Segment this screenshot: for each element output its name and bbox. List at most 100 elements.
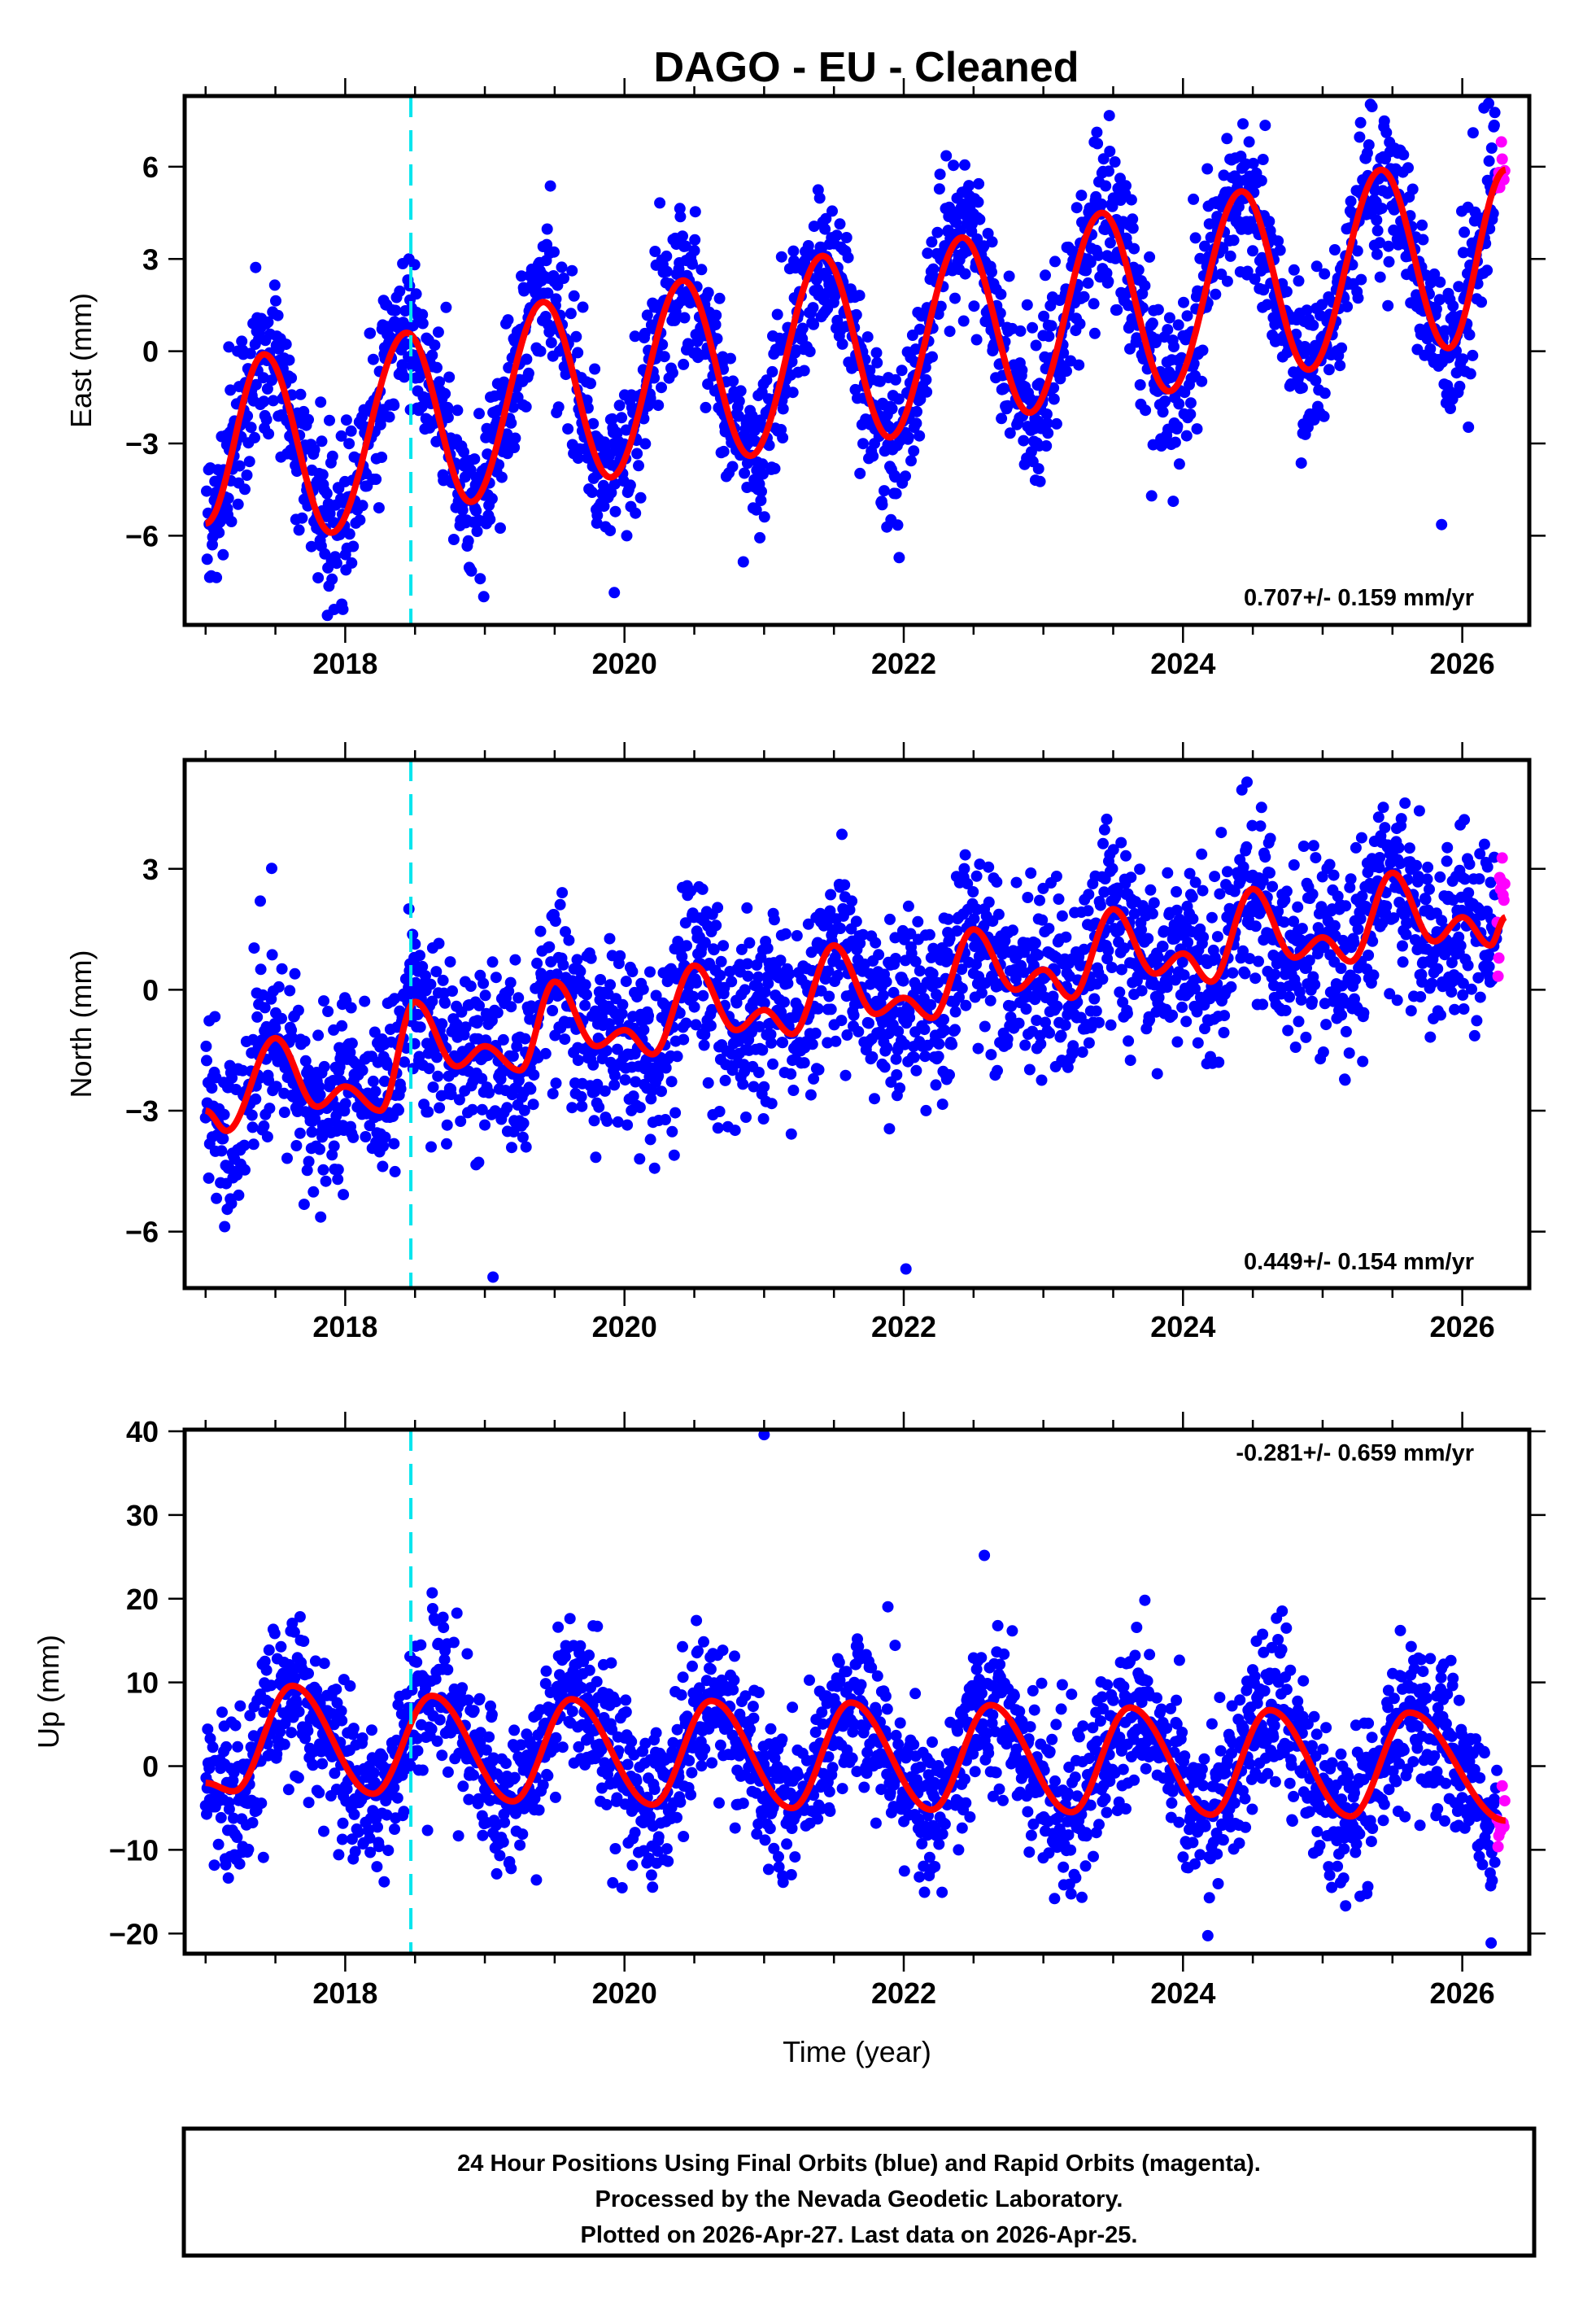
data-point-final: [841, 1029, 853, 1041]
data-point-final: [1328, 244, 1341, 255]
data-point-final: [1466, 983, 1477, 995]
data-point-final: [1120, 180, 1132, 192]
data-point-final: [1090, 1005, 1102, 1017]
data-point-final: [881, 1042, 893, 1054]
data-point-final: [1105, 1019, 1117, 1031]
data-point-final: [211, 1192, 223, 1204]
data-point-final: [1048, 393, 1060, 405]
data-point-final: [820, 212, 832, 225]
data-point-final: [505, 1001, 517, 1013]
data-point-final: [519, 1033, 531, 1045]
data-point-final: [368, 1026, 381, 1038]
data-point-final: [266, 374, 277, 387]
data-point-final: [330, 557, 342, 570]
data-point-final: [974, 213, 986, 225]
data-point-final: [605, 487, 617, 499]
data-point-final: [1217, 242, 1229, 255]
data-point-final: [347, 1131, 360, 1143]
data-point-final: [927, 351, 938, 363]
data-point-final: [1044, 1027, 1056, 1039]
data-point-final: [296, 512, 308, 524]
data-point-final: [807, 302, 819, 314]
data-point-final: [399, 371, 410, 383]
data-point-final: [1025, 867, 1037, 879]
data-point-final: [1295, 457, 1307, 469]
data-point-final: [1092, 249, 1105, 261]
data-point-final: [1045, 320, 1057, 332]
data-point-final: [547, 1088, 559, 1100]
data-point-final: [443, 371, 456, 383]
data-point-final: [768, 914, 780, 926]
data-point-final: [1043, 923, 1055, 935]
data-point-final: [741, 902, 753, 914]
data-point-final: [1173, 458, 1185, 470]
data-point-final: [557, 959, 569, 971]
data-point-final: [631, 448, 643, 460]
data-point-final: [1345, 195, 1357, 207]
data-point-final: [1254, 820, 1267, 832]
data-point-final: [1413, 805, 1425, 817]
data-point-final: [753, 1020, 765, 1033]
data-point-final: [1054, 373, 1066, 385]
data-point-final: [473, 1156, 485, 1168]
data-point-final: [727, 375, 739, 387]
data-point-final: [1457, 353, 1469, 365]
data-point-final: [1119, 942, 1130, 954]
data-point-final: [1488, 120, 1500, 131]
data-point-final: [242, 410, 254, 422]
data-point-final: [220, 1740, 233, 1753]
data-point-final: [1159, 395, 1171, 407]
data-point-final: [516, 270, 527, 282]
data-point-final: [483, 1087, 495, 1098]
data-point-final: [470, 504, 482, 517]
data-point-final: [619, 1074, 631, 1086]
data-point-final: [431, 1051, 443, 1063]
data-point-final: [429, 339, 441, 352]
data-point-final: [739, 984, 751, 996]
data-point-final: [752, 1067, 765, 1078]
data-point-final: [517, 1131, 529, 1143]
data-point-final: [1048, 382, 1060, 394]
data-point-final: [777, 432, 789, 443]
data-point-final: [503, 985, 515, 998]
data-point-final: [242, 1843, 255, 1855]
data-point-final: [505, 417, 517, 429]
data-point-final: [956, 963, 968, 976]
data-point-final: [257, 1851, 269, 1863]
data-point-final: [1289, 1042, 1302, 1053]
data-point-final: [474, 573, 486, 585]
data-point-final: [502, 314, 514, 326]
data-point-final: [460, 1021, 472, 1033]
data-point-final: [322, 1006, 334, 1017]
data-point-final: [260, 413, 273, 426]
data-point-final: [531, 957, 543, 969]
data-point-final: [441, 1138, 452, 1150]
data-point-final: [1457, 247, 1469, 259]
data-point-final: [272, 309, 284, 321]
data-point-final: [920, 1104, 932, 1116]
data-point-final: [1180, 430, 1193, 442]
data-point-final: [757, 1113, 770, 1125]
data-point-final: [294, 1127, 306, 1139]
data-point-final: [1357, 1055, 1369, 1068]
data-point-final: [757, 458, 769, 470]
x-tick-label: 2026: [1430, 647, 1495, 680]
data-point-final: [1397, 956, 1409, 968]
data-point-final: [725, 352, 736, 365]
data-point-final: [654, 197, 666, 209]
data-point-final: [543, 326, 556, 338]
data-point-final: [477, 977, 490, 989]
data-point-final: [303, 1667, 314, 1679]
data-point-final: [634, 491, 647, 504]
data-point-final: [1148, 897, 1160, 909]
data-point-final: [761, 374, 773, 387]
data-point-final: [669, 314, 681, 326]
data-point-final: [379, 1131, 391, 1143]
data-point-final: [1123, 1035, 1135, 1047]
data-point-final: [246, 1109, 258, 1121]
data-point-final: [1030, 339, 1042, 352]
data-point-final: [763, 439, 775, 452]
data-point-final: [953, 991, 965, 1003]
data-point-final: [1197, 931, 1210, 943]
